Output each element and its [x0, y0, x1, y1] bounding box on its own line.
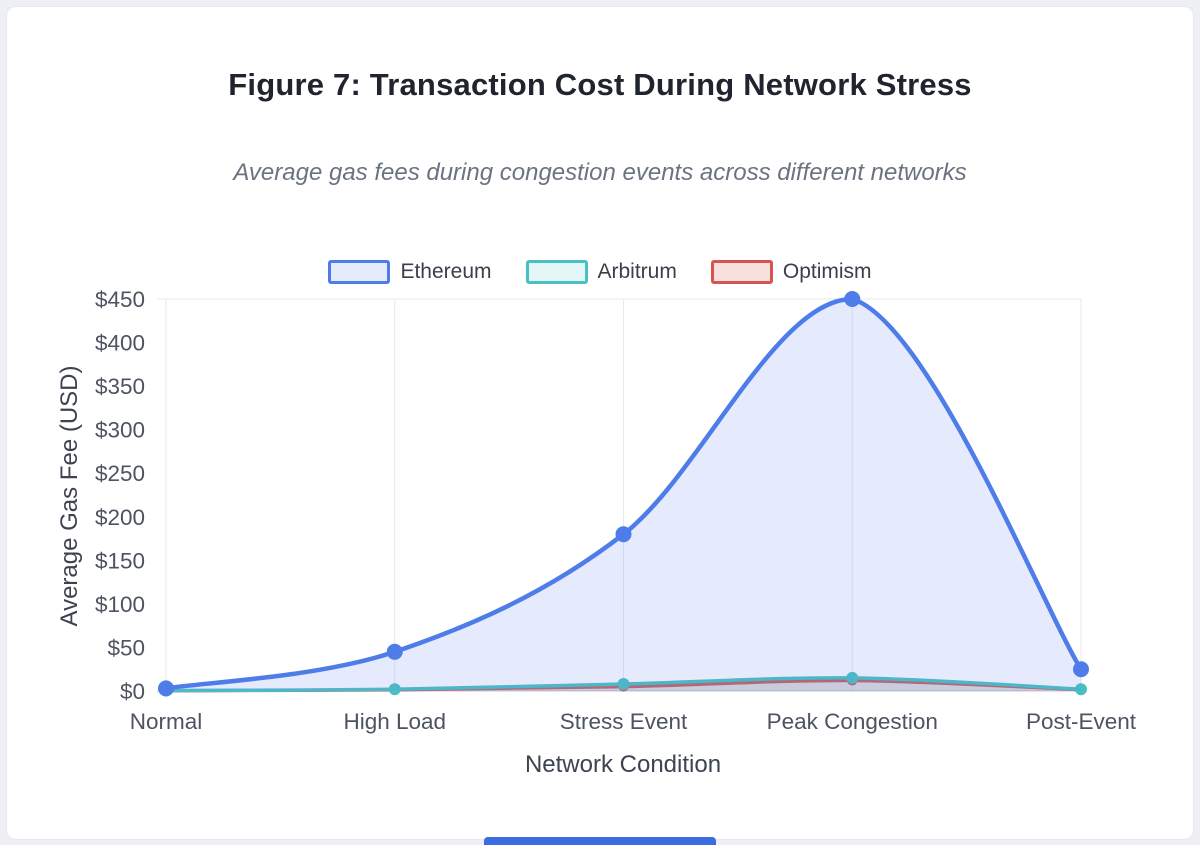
y-tick-label: $400	[95, 331, 145, 356]
y-tick-label: $250	[95, 461, 145, 486]
point-ethereum-post-event[interactable]	[1073, 661, 1089, 678]
y-tick-label: $200	[95, 505, 145, 530]
series-area-ethereum	[166, 299, 1081, 691]
y-tick-label: $350	[95, 374, 145, 399]
figure-title: Figure 7: Transaction Cost During Networ…	[228, 67, 972, 102]
legend-swatch-optimism	[710, 260, 773, 284]
legend-swatch-ethereum	[328, 260, 391, 284]
y-tick-label: $100	[95, 592, 145, 617]
x-tick-label: Peak Congestion	[767, 709, 938, 734]
chart-legend: Ethereum Arbitrum Optimism	[7, 255, 1193, 289]
point-ethereum-peak-congestion[interactable]	[844, 291, 861, 307]
point-arbitrum-post-event[interactable]	[1075, 683, 1087, 696]
point-ethereum-stress-event[interactable]	[615, 526, 632, 543]
y-tick-label: $300	[95, 418, 145, 443]
point-arbitrum-peak-congestion[interactable]	[846, 671, 859, 684]
x-tick-label: Normal	[130, 709, 203, 734]
legend-label: Optimism	[782, 260, 872, 283]
bottom-peek-bar	[484, 837, 716, 845]
series-line-ethereum	[163, 296, 1084, 691]
legend-label: Arbitrum	[597, 260, 677, 283]
x-tick-label: Post-Event	[1026, 709, 1137, 734]
figure-card: Figure 7: Transaction Cost During Networ…	[6, 6, 1194, 840]
chart-svg: $0 $50 $100 $150 $200 $250 $300 $350 $400 $450 Nor…	[95, 287, 1137, 734]
legend-item-arbitrum[interactable]: Arbitrum	[525, 260, 677, 284]
legend-label: Ethereum	[400, 260, 492, 283]
x-tick-label: Stress Event	[560, 709, 688, 734]
x-axis-title: Network Condition	[524, 751, 722, 778]
y-tick-label: $50	[107, 635, 145, 660]
x-tick-label: High Load	[343, 709, 446, 734]
y-tick-label: $0	[120, 679, 145, 704]
point-ethereum-high-load[interactable]	[386, 643, 403, 660]
legend-item-optimism[interactable]: Optimism	[710, 260, 872, 284]
y-tick-label: $450	[95, 287, 145, 312]
legend-swatch-arbitrum	[525, 260, 588, 284]
point-arbitrum-high-load[interactable]	[388, 683, 401, 696]
point-ethereum-normal[interactable]	[158, 680, 174, 697]
point-arbitrum-stress-event[interactable]	[617, 678, 630, 691]
figure-subtitle: Average gas fees during congestion event…	[233, 159, 967, 186]
y-tick-label: $150	[95, 548, 145, 573]
legend-item-ethereum[interactable]: Ethereum	[328, 260, 492, 284]
